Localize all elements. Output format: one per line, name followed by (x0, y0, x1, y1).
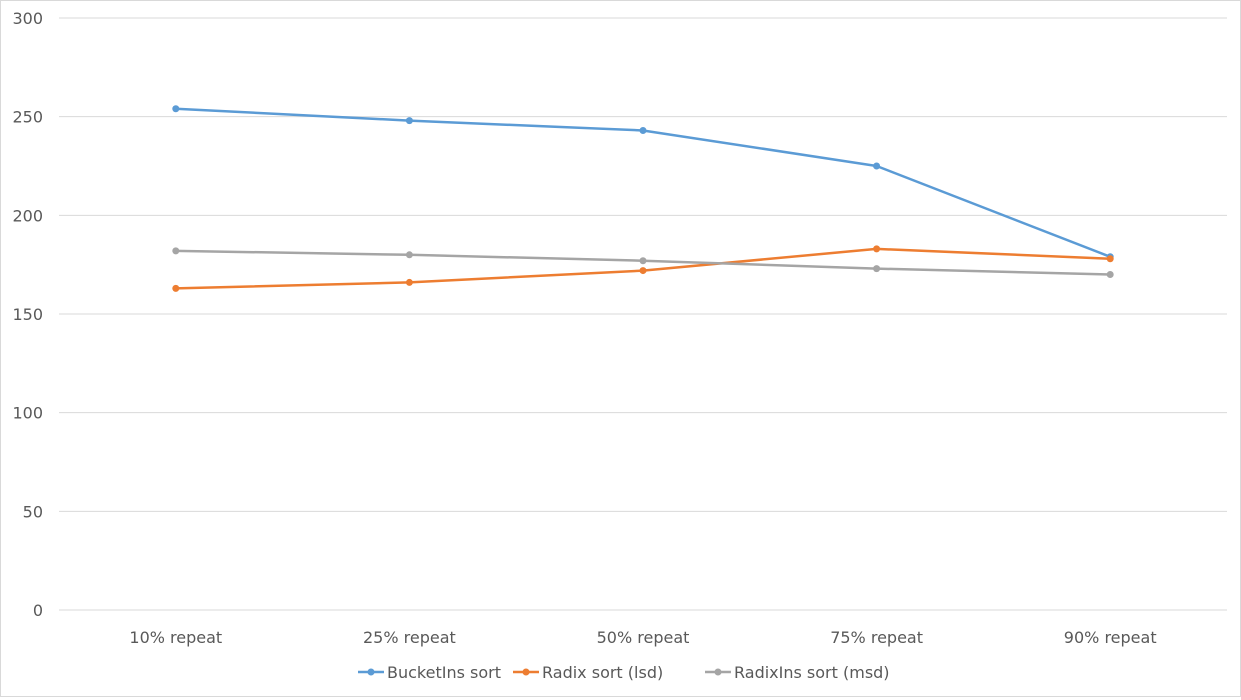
y-tick-label: 300 (12, 9, 43, 28)
y-tick-label: 200 (12, 206, 43, 225)
legend-label: RadixIns sort (msd) (734, 663, 890, 682)
legend-label: Radix sort (lsd) (542, 663, 663, 682)
x-tick-label: 10% repeat (129, 628, 222, 647)
legend-marker (714, 668, 722, 676)
data-point (405, 117, 413, 125)
y-tick-label: 250 (12, 108, 43, 127)
data-point (172, 284, 180, 292)
legend-item: Radix sort (lsd) (513, 663, 663, 682)
x-axis-labels: 10% repeat 25% repeat 50% repeat 75% repeat… (129, 628, 1156, 647)
data-point (1106, 255, 1114, 263)
y-tick-label: 50 (23, 502, 43, 521)
y-axis-labels: 0 50 100 150 200 250 300 (12, 9, 43, 620)
data-point (405, 278, 413, 286)
data-point (1106, 271, 1114, 279)
series-lines (172, 105, 1114, 292)
y-tick-label: 150 (12, 305, 43, 324)
x-tick-label: 50% repeat (597, 628, 690, 647)
data-point (873, 265, 881, 273)
y-tick-label: 100 (12, 404, 43, 423)
data-point (405, 251, 413, 259)
legend-item: BucketIns sort (358, 663, 501, 682)
legend-marker (522, 668, 530, 676)
data-point (873, 245, 881, 253)
x-tick-label: 90% repeat (1064, 628, 1157, 647)
data-point (172, 105, 180, 113)
x-tick-label: 25% repeat (363, 628, 456, 647)
legend-marker (367, 668, 375, 676)
gridlines (59, 17, 1227, 611)
y-tick-label: 0 (33, 601, 43, 620)
data-point (639, 126, 647, 134)
x-tick-label: 75% repeat (830, 628, 923, 647)
legend: BucketIns sort Radix sort (lsd) RadixIns s… (358, 663, 890, 682)
legend-label: BucketIns sort (387, 663, 501, 682)
data-point (639, 257, 647, 265)
data-point (639, 267, 647, 275)
data-point (873, 162, 881, 170)
legend-item: RadixIns sort (msd) (705, 663, 890, 682)
data-point (172, 247, 180, 255)
